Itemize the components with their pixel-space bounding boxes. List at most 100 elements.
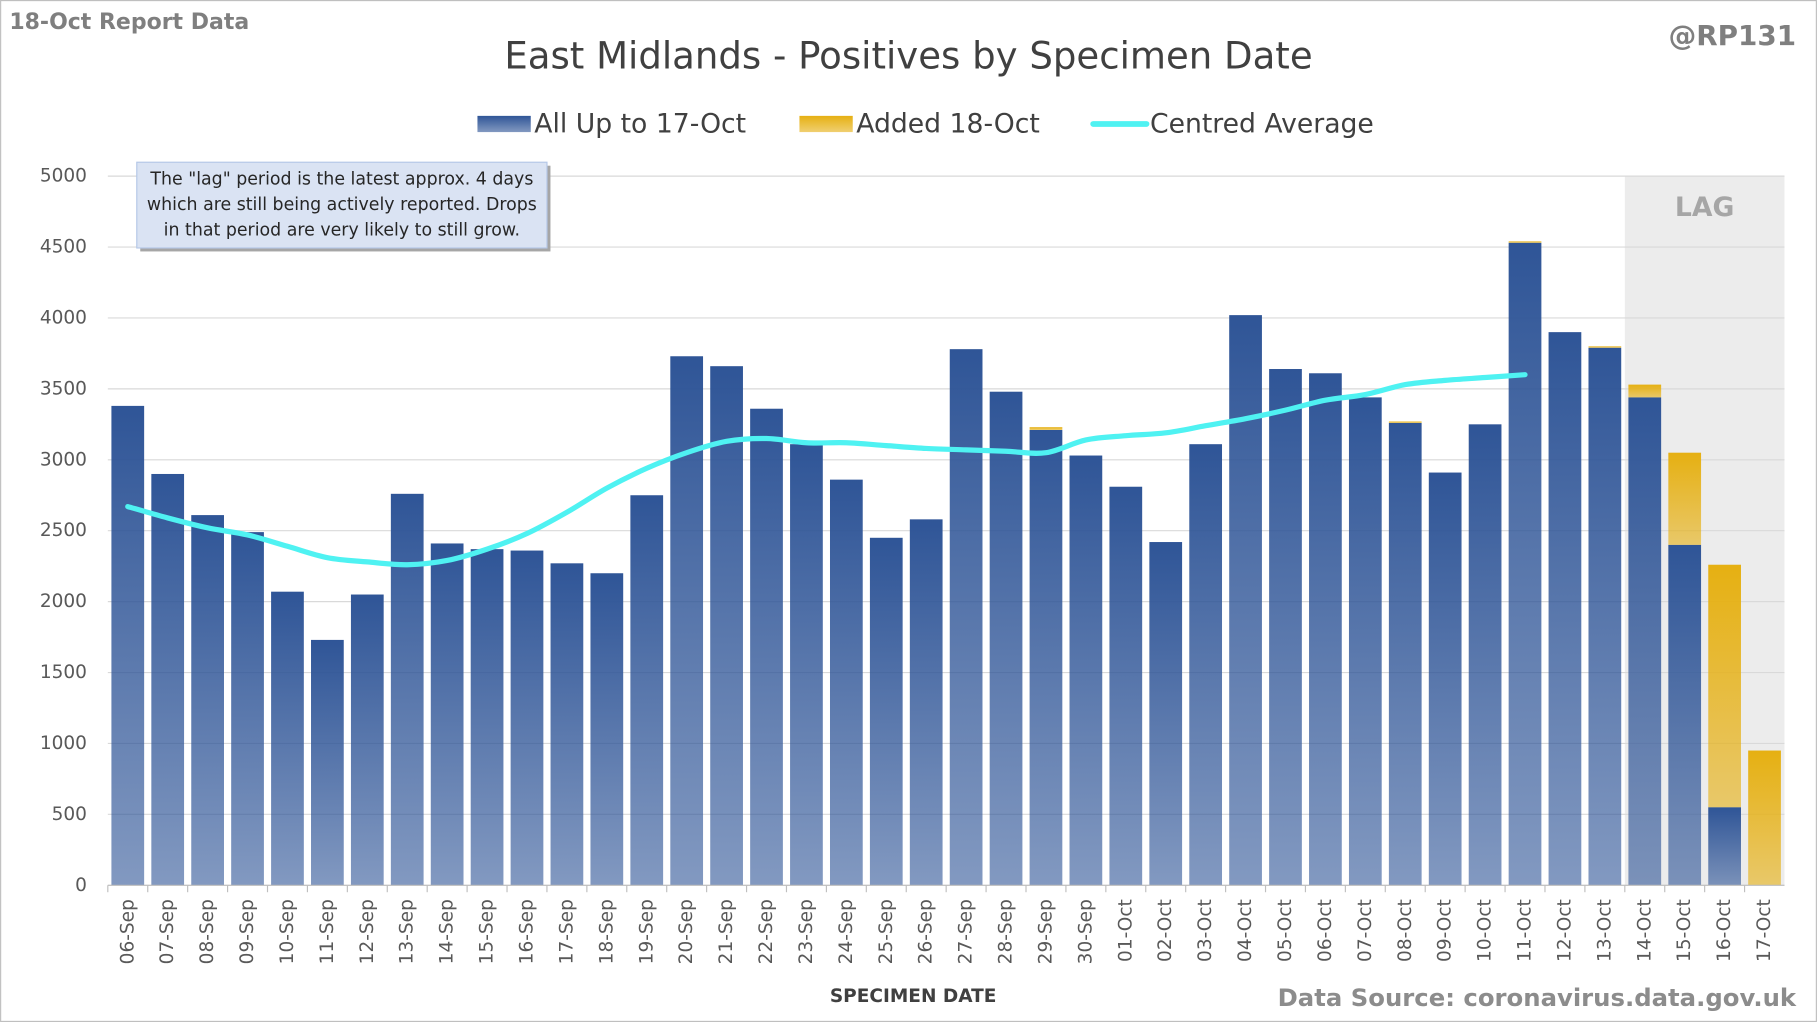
annotation-box: [136, 161, 548, 249]
bar-segment: [1588, 347, 1622, 886]
x-tick-label: 26-Sep: [916, 899, 937, 964]
bar-segment: [710, 366, 743, 886]
average-line: [125, 372, 1528, 568]
bar-segment: [1428, 472, 1462, 886]
bar-segment: [630, 495, 664, 886]
x-tick-label: 10-Oct: [1475, 899, 1496, 962]
x-tick-label: 29-Sep: [1035, 899, 1056, 964]
x-tick-label: 15-Oct: [1674, 899, 1695, 962]
bar-segment: [1748, 750, 1781, 886]
x-tick-label: 28-Sep: [996, 899, 1017, 964]
x-tick-label: 11-Sep: [317, 899, 338, 964]
annotation-line: The "lag" period is the latest approx. 4…: [149, 170, 533, 190]
bar-segment: [390, 493, 424, 886]
bar-segment: [1508, 241, 1542, 243]
bar-segment: [790, 444, 823, 886]
x-tick-label: 24-Sep: [836, 899, 857, 964]
bar-segment: [271, 591, 304, 886]
bar-segment: [470, 549, 504, 886]
x-tick-label: 20-Sep: [676, 899, 697, 964]
y-tick-label: 2000: [40, 591, 87, 612]
x-tick-label: 14-Sep: [437, 899, 458, 964]
x-tick-label: 22-Sep: [756, 899, 777, 964]
author: @RP131: [1668, 19, 1796, 52]
x-tick-label: 12-Sep: [357, 899, 378, 964]
legend-label: All Up to 17-Oct: [534, 109, 746, 140]
bar-segment: [151, 473, 185, 886]
bar-segment: [1388, 421, 1422, 423]
x-tick-label: 02-Oct: [1155, 899, 1176, 962]
bar-segment: [1628, 397, 1662, 886]
legend-swatch: [799, 115, 853, 133]
x-tick-label: 08-Sep: [197, 899, 218, 964]
x-tick-label: 27-Sep: [956, 899, 977, 964]
x-tick-label: 14-Oct: [1634, 899, 1655, 962]
bar-segment: [869, 537, 903, 886]
bar-segment: [1508, 242, 1542, 886]
annotation-line: in that period are very likely to still …: [164, 221, 520, 241]
x-tick-label: 16-Sep: [516, 899, 537, 964]
bar-segment: [1628, 384, 1662, 398]
bar-segment: [1548, 332, 1582, 886]
x-axis-label: SPECIMEN DATE: [830, 986, 997, 1007]
bar-segment: [949, 349, 983, 886]
bar-segment: [1468, 424, 1502, 886]
x-tick-label: 01-Oct: [1115, 899, 1136, 962]
x-tick-label: 05-Oct: [1275, 899, 1296, 962]
legend-swatch: [477, 115, 531, 133]
y-tick-label: 500: [52, 804, 87, 825]
y-tick-label: 4500: [40, 237, 87, 258]
bar-segment: [311, 639, 344, 886]
x-tick-label: 17-Oct: [1754, 899, 1775, 962]
bar-segment: [1269, 369, 1302, 886]
x-tick-label: 11-Oct: [1515, 899, 1536, 962]
legend-label: Centred Average: [1150, 109, 1374, 140]
x-tick-label: 04-Oct: [1235, 899, 1256, 962]
bar-segment: [590, 573, 624, 886]
x-tick-label: 08-Oct: [1395, 899, 1416, 962]
bar-segment: [1229, 315, 1262, 886]
x-tick-label: 10-Sep: [277, 899, 298, 964]
bar-segment: [1029, 427, 1063, 431]
x-tick-label: 12-Oct: [1554, 899, 1575, 962]
bar-segment: [550, 563, 584, 886]
x-tick-label: 07-Sep: [157, 899, 178, 964]
bar-segment: [909, 519, 943, 886]
bar-segment: [1588, 346, 1622, 348]
y-tick-label: 0: [75, 875, 87, 896]
bar-segment: [1309, 373, 1342, 886]
x-tick-label: 18-Sep: [596, 899, 617, 964]
x-tick-label: 23-Sep: [796, 899, 817, 964]
bar-segment: [829, 479, 863, 886]
x-tick-label: 07-Oct: [1355, 899, 1376, 962]
bar-segment: [1348, 397, 1382, 886]
bar-segment: [111, 405, 145, 886]
x-tick-label: 09-Sep: [237, 899, 258, 964]
y-tick-label: 1500: [40, 662, 87, 683]
y-tick-label: 4000: [40, 307, 87, 328]
bar-segment: [1708, 807, 1741, 886]
x-tick-label: 06-Oct: [1315, 899, 1336, 962]
y-tick-label: 3000: [40, 449, 87, 470]
bar-segment: [430, 543, 464, 886]
report-label: 18-Oct Report Data: [9, 10, 249, 35]
x-tick-label: 15-Sep: [477, 899, 498, 964]
x-tick-label: 25-Sep: [876, 899, 897, 964]
bar-segment: [1189, 444, 1223, 886]
x-tick-label: 06-Sep: [117, 899, 138, 964]
y-tick-label: 1000: [40, 733, 87, 754]
x-tick-label: 16-Oct: [1714, 899, 1735, 962]
y-tick-label: 3500: [40, 378, 87, 399]
x-tick-label: 09-Oct: [1435, 899, 1456, 962]
x-tick-label: 17-Sep: [556, 899, 577, 964]
lag-label: LAG: [1675, 192, 1734, 223]
bar-segment: [750, 408, 783, 886]
bar-segment: [350, 594, 384, 886]
bar-segment: [510, 550, 544, 886]
bar-segment: [1668, 544, 1702, 886]
x-tick-label: 21-Sep: [716, 899, 737, 964]
bar-segment: [1149, 542, 1183, 886]
bar-segment: [1708, 564, 1741, 808]
